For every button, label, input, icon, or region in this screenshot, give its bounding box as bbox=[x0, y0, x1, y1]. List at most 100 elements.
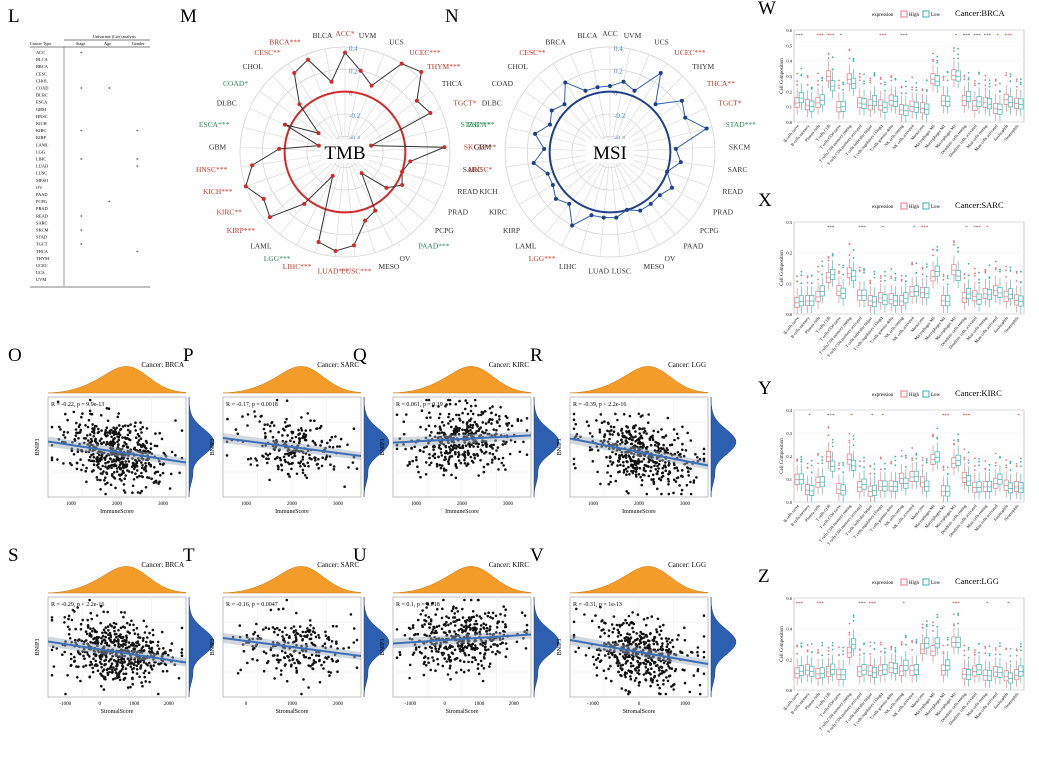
scatter-point bbox=[145, 451, 148, 454]
radar-point bbox=[399, 61, 404, 66]
scatter-point bbox=[289, 452, 293, 456]
scatter-point bbox=[434, 669, 437, 672]
box-low bbox=[924, 103, 930, 115]
scatter-point bbox=[66, 674, 69, 677]
radar-category-label: PCPG bbox=[700, 226, 719, 235]
outlier bbox=[848, 242, 851, 245]
scatter-point bbox=[99, 467, 102, 471]
box-low bbox=[934, 451, 940, 463]
scatter-point bbox=[119, 643, 123, 647]
scatter-point bbox=[636, 656, 640, 659]
scatter-point bbox=[422, 450, 425, 453]
outlier bbox=[806, 76, 809, 78]
scatter-point bbox=[634, 669, 638, 672]
scatter-point bbox=[611, 433, 614, 436]
scatter-point bbox=[621, 440, 624, 444]
radar-spoke bbox=[265, 151, 346, 221]
radar-point bbox=[250, 163, 255, 168]
scatter-point bbox=[106, 671, 109, 675]
outlier bbox=[994, 462, 997, 464]
box-low bbox=[830, 663, 836, 675]
box-low bbox=[924, 287, 930, 299]
box-high bbox=[825, 451, 832, 462]
scatter-point bbox=[128, 623, 132, 626]
scatter-point bbox=[124, 672, 128, 676]
scatter-point bbox=[617, 460, 621, 463]
scatter-point bbox=[579, 435, 582, 439]
scatter-point bbox=[442, 467, 446, 470]
scatter-point bbox=[614, 412, 617, 416]
scatter-point bbox=[262, 628, 265, 631]
outlier bbox=[963, 644, 966, 647]
scatter-point bbox=[135, 672, 139, 675]
scatter-point bbox=[256, 659, 259, 662]
outlier bbox=[873, 73, 876, 76]
box-low bbox=[861, 664, 867, 676]
scatter-point bbox=[78, 423, 82, 426]
scatter-point bbox=[126, 663, 130, 667]
scatter-point bbox=[72, 410, 76, 414]
scatter-point bbox=[89, 433, 92, 436]
scatter-point bbox=[447, 653, 450, 657]
scatter-point bbox=[624, 435, 627, 439]
scatter-point bbox=[428, 453, 431, 456]
scatter-point bbox=[630, 442, 634, 446]
box-high bbox=[930, 73, 936, 85]
scatter-point bbox=[644, 671, 648, 675]
x-tick-label: 1000 bbox=[66, 502, 77, 507]
radar-ring-label: 0 bbox=[614, 90, 618, 98]
box-low bbox=[871, 95, 878, 107]
scatter-point bbox=[421, 625, 424, 629]
scatter-point bbox=[479, 659, 483, 663]
scatter-point bbox=[150, 646, 154, 650]
scatter-point bbox=[468, 445, 472, 448]
significance-mark: * bbox=[1018, 414, 1021, 419]
scatter-point bbox=[63, 621, 66, 624]
scatter-point bbox=[284, 651, 287, 654]
scatter-point bbox=[625, 490, 628, 493]
scatter-point bbox=[267, 457, 270, 461]
scatter-point bbox=[411, 626, 415, 629]
outlier bbox=[894, 651, 897, 653]
scatter-point bbox=[620, 429, 623, 432]
scatter-point bbox=[144, 680, 147, 683]
table-row-label: ESCA bbox=[36, 100, 48, 105]
scatter-point bbox=[437, 647, 441, 651]
radar-ring-label: 0.2 bbox=[349, 67, 358, 75]
scatter-point bbox=[666, 448, 669, 452]
outlier bbox=[842, 266, 845, 269]
scatter-point bbox=[611, 641, 615, 644]
scatter-point bbox=[294, 449, 297, 453]
radar-category-label: PAAD bbox=[684, 242, 704, 251]
outlier bbox=[796, 80, 799, 83]
scatter-point bbox=[446, 673, 450, 676]
scatter-point bbox=[696, 459, 700, 463]
box-high bbox=[794, 473, 800, 485]
box-low bbox=[840, 287, 846, 299]
outlier bbox=[869, 77, 872, 80]
scatter-point bbox=[140, 471, 143, 475]
radar-point bbox=[359, 171, 364, 176]
outlier bbox=[800, 645, 803, 648]
radar-category-label: LIHC bbox=[559, 262, 577, 271]
outlier bbox=[915, 457, 918, 460]
scatter-point bbox=[131, 677, 134, 681]
scatter-point bbox=[640, 483, 643, 487]
scatter-point bbox=[622, 460, 625, 464]
box-high bbox=[972, 290, 978, 302]
scatter-point bbox=[154, 479, 158, 483]
scatter-point bbox=[683, 462, 686, 466]
stat-annotation: R = 0.1, p = 0.018 bbox=[396, 602, 440, 608]
scatter-point bbox=[109, 430, 112, 434]
y-tick-label: 0.2 bbox=[786, 251, 792, 256]
scatter-point bbox=[106, 461, 110, 464]
scatter-point bbox=[73, 638, 77, 642]
scatter-point bbox=[483, 652, 487, 655]
scatter-point bbox=[455, 671, 458, 674]
scatter-point bbox=[486, 614, 490, 618]
scatter-point bbox=[288, 635, 291, 638]
scatter-point bbox=[268, 424, 272, 428]
right-density bbox=[188, 396, 215, 498]
outlier bbox=[953, 624, 955, 627]
scatter-point bbox=[129, 643, 133, 647]
